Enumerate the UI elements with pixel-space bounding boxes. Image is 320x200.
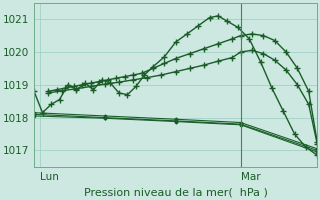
X-axis label: Pression niveau de la mer(  hPa ): Pression niveau de la mer( hPa ) xyxy=(84,187,268,197)
